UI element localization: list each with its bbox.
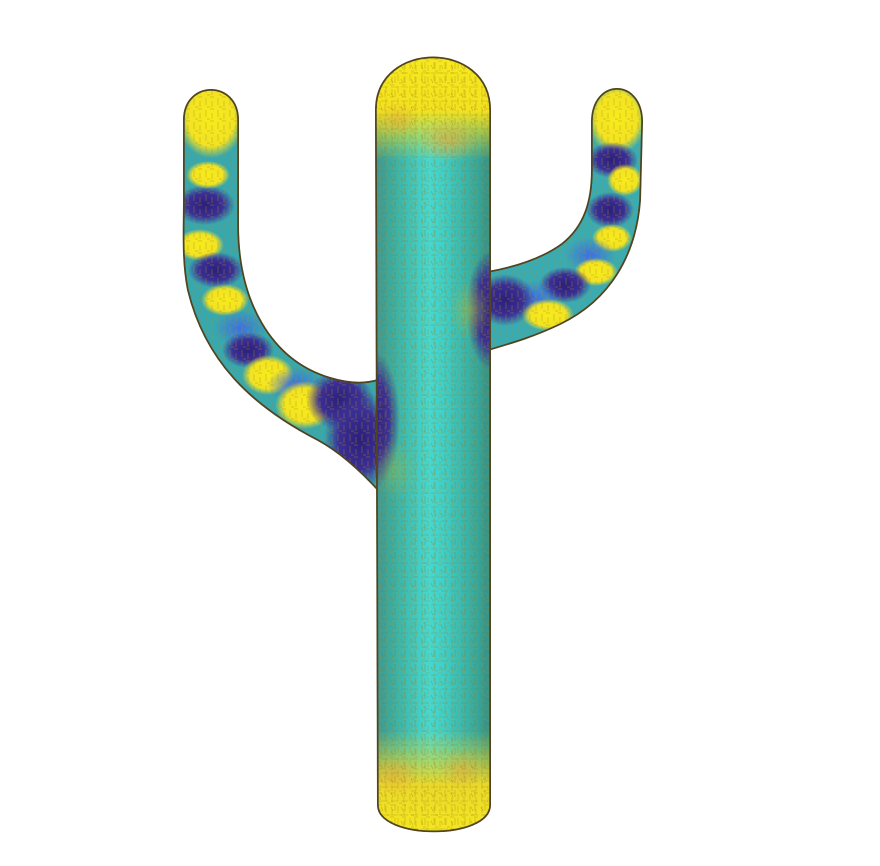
right-arm [487, 88, 644, 352]
left-arm [182, 89, 382, 495]
trunk [374, 56, 491, 833]
